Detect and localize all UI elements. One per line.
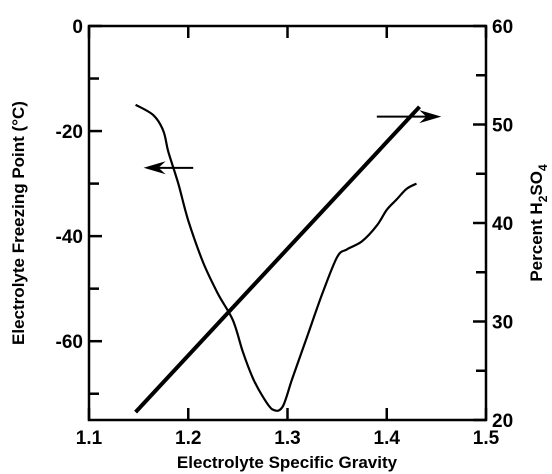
y-right-title-part-2: SO (527, 171, 546, 196)
y-right-title-subscript-2: 4 (536, 164, 550, 171)
freezing-point-curve (135, 103, 418, 412)
left-axis-arrow (143, 161, 166, 175)
plot-frame (87, 24, 488, 422)
x-tick-label: 1.1 (76, 428, 103, 449)
x-tick-label: 1.3 (274, 428, 300, 449)
y-left-tick-label: -60 (56, 332, 83, 353)
y-left-tick-label: -20 (56, 122, 83, 143)
y-right-title-subscript-1: 2 (536, 195, 550, 202)
y-right-tick-label: 40 (492, 214, 513, 235)
y-right-tick-label: 60 (492, 17, 513, 38)
x-tick-label: 1.5 (473, 428, 500, 449)
axis-ticks (87, 24, 488, 422)
y-left-tick-label: -40 (56, 227, 83, 248)
series-layer (134, 103, 421, 414)
sulfuric-acid-line (134, 105, 421, 414)
x-tick-label: 1.2 (175, 428, 201, 449)
right-axis-arrow (419, 110, 442, 124)
y-right-axis-title: Percent H2SO4 (527, 164, 550, 282)
tick-labels: 1.1 1.2 1.3 1.4 1.5 0 -20 -40 -60 60 50 40 30 20 (56, 17, 514, 449)
y-left-tick-label: 0 (72, 17, 83, 38)
annotation-layer (143, 110, 442, 175)
x-tick-label: 1.4 (374, 428, 401, 449)
y-right-tick-label: 50 (492, 116, 513, 137)
y-left-axis-title: Electrolyte Freezing Point (°C) (9, 101, 28, 345)
y-right-tick-label: 20 (492, 411, 513, 432)
y-right-tick-label: 30 (492, 313, 513, 334)
y-right-title-part-1: Percent H (527, 202, 546, 281)
x-axis-title: Electrolyte Specific Gravity (177, 453, 398, 472)
